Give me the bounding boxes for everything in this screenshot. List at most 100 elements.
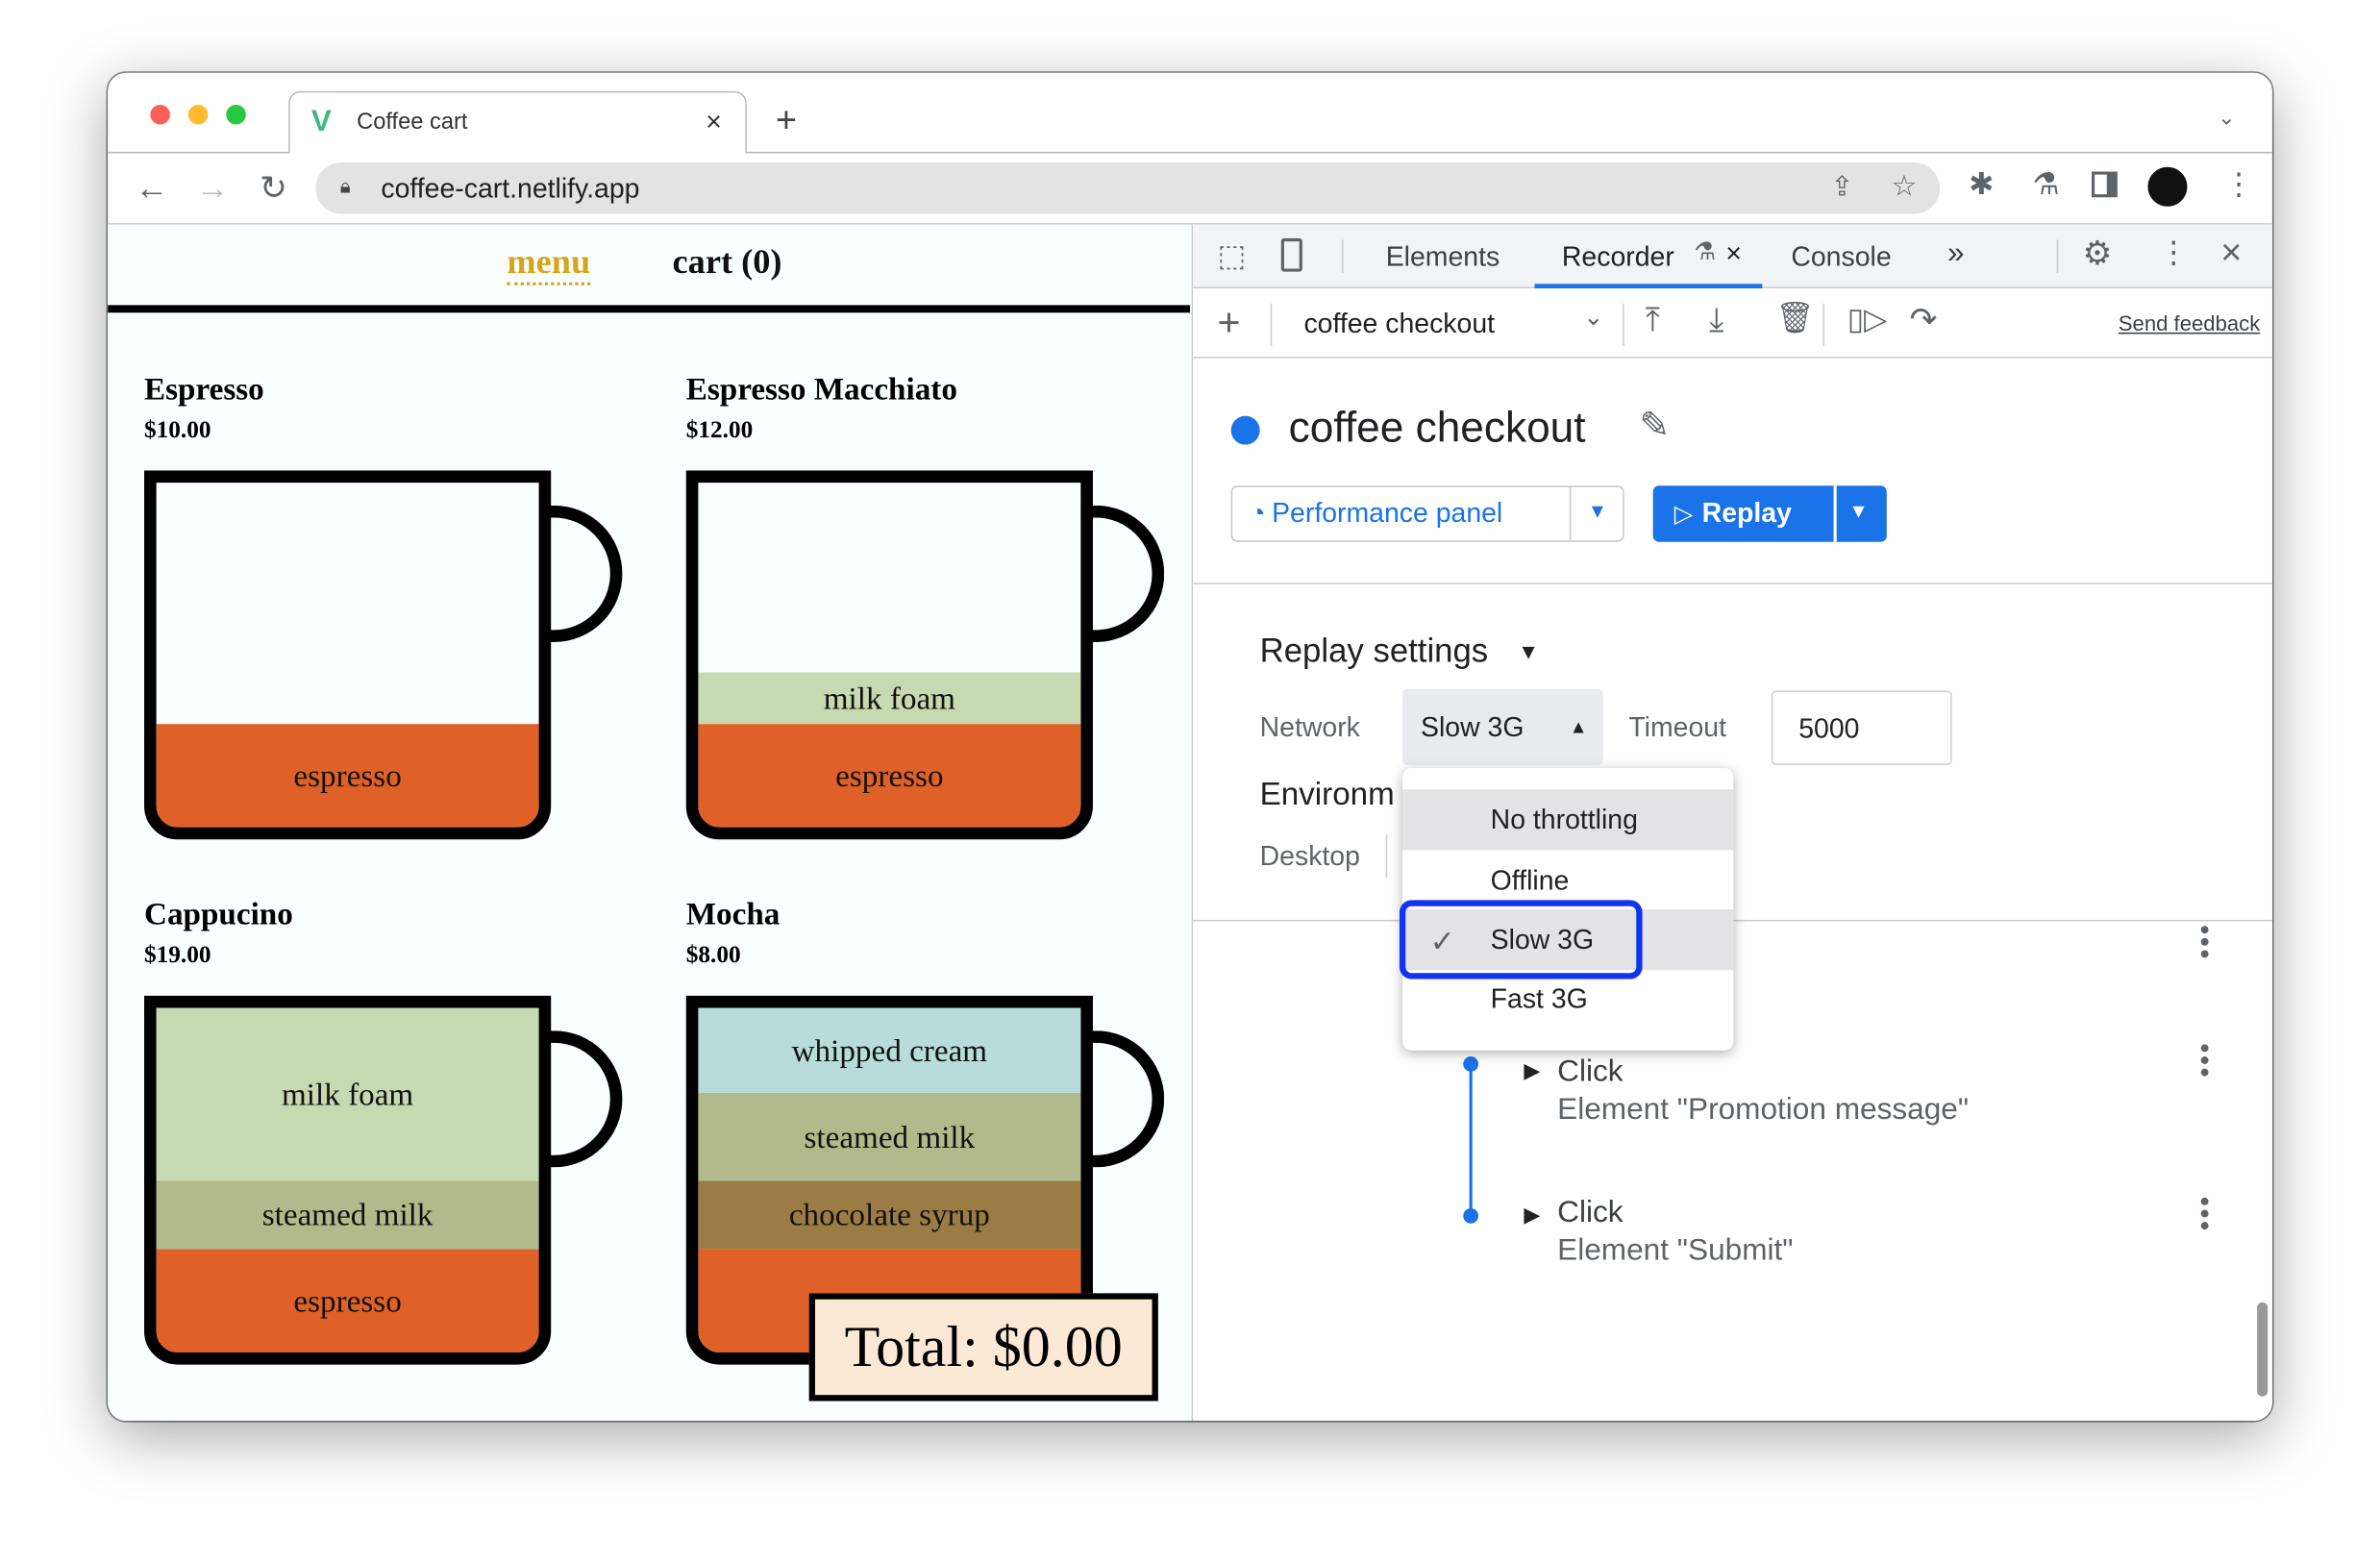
close-window-button[interactable] xyxy=(150,104,170,125)
replay-dropdown-icon[interactable]: ▼ xyxy=(1848,499,1869,523)
scrollbar-thumb[interactable] xyxy=(2257,1302,2268,1397)
option-slow-3g[interactable]: Slow 3G xyxy=(1402,908,1734,971)
step-detail: Element "Submit" xyxy=(1557,1233,1794,1268)
espresso-macchiato-cup[interactable]: milk foam espresso xyxy=(685,470,1093,840)
layer-milk-foam: milk foam xyxy=(698,672,1081,725)
settings-gear-icon[interactable]: ⚙ xyxy=(2082,234,2113,272)
replay-settings-caret-icon[interactable]: ▼ xyxy=(1518,638,1539,664)
new-tab-icon[interactable]: + xyxy=(775,100,798,141)
step-type[interactable]: Click xyxy=(1557,1054,1624,1089)
tab-title: Coffee cart xyxy=(357,109,468,136)
address-bar[interactable]: 🔒︎ coffee-cart.netlify.app ⇪ ☆ xyxy=(315,161,1941,214)
maximize-window-button[interactable] xyxy=(226,104,246,125)
reload-icon[interactable]: ↻ xyxy=(260,168,288,207)
option-no-throttling[interactable]: No throttling xyxy=(1402,789,1734,851)
performance-panel-label: Performance panel xyxy=(1272,497,1503,529)
tab-recorder[interactable]: Recorder xyxy=(1561,241,1674,272)
step-type[interactable]: Click xyxy=(1557,1196,1624,1230)
recording-select-chevron-icon[interactable]: ⌄ xyxy=(1583,305,1604,332)
new-recording-icon[interactable]: + xyxy=(1217,299,1241,345)
vue-favicon-icon: V xyxy=(310,104,332,138)
checkmark-icon: ✓ xyxy=(1429,926,1455,959)
replay-settings-heading[interactable]: Replay settings xyxy=(1259,631,1489,670)
step-menu-icon[interactable] xyxy=(2200,1044,2210,1080)
share-icon[interactable]: ⇪ xyxy=(1830,171,1854,203)
total-button[interactable]: Total: $0.00 xyxy=(808,1293,1158,1402)
devtools-menu-icon[interactable]: ⋮ xyxy=(2158,236,2190,271)
url-text: coffee-cart.netlify.app xyxy=(381,173,640,204)
performance-gauge-icon: ◔ xyxy=(1249,497,1266,529)
close-devtools-icon[interactable]: × xyxy=(2220,232,2243,274)
replay-slow-icon[interactable]: ↷ xyxy=(1909,300,1938,339)
delete-icon[interactable]: 🗑︎ xyxy=(1775,302,1815,335)
tab-list-chevron-icon[interactable]: ⌄ xyxy=(2218,104,2236,130)
product-title: Espresso Macchiato xyxy=(685,370,957,408)
cup-handle xyxy=(1091,505,1165,642)
product-price: $12.00 xyxy=(685,417,754,444)
browser-menu-icon[interactable]: ⋮ xyxy=(2223,168,2254,203)
replay-button[interactable]: ▷ Replay ▼ xyxy=(1652,485,1887,542)
timeout-value: 5000 xyxy=(1798,713,1860,744)
layer-chocolate-syrup: chocolate syrup xyxy=(698,1180,1081,1250)
expand-step-icon[interactable]: ▶ xyxy=(1524,1057,1541,1082)
performance-panel-button[interactable]: ◔ Performance panel ▼ xyxy=(1230,485,1624,542)
edit-title-pencil-icon[interactable]: ✎ xyxy=(1639,405,1671,447)
option-fast-3g[interactable]: Fast 3G xyxy=(1490,982,1588,1014)
cappucino-cup[interactable]: milk foam steamed milk espresso xyxy=(144,995,552,1365)
network-dropdown-menu: No throttling Offline Slow 3G ✓ Fast 3G xyxy=(1399,768,1734,1051)
nav-cart-link[interactable]: cart (0) xyxy=(672,242,782,282)
device-toolbar-icon[interactable] xyxy=(1280,237,1302,272)
step-replay-icon[interactable]: ▯▷ xyxy=(1847,303,1888,337)
extensions-icon[interactable]: ✱ xyxy=(1969,168,1995,203)
layer-milk-foam: milk foam xyxy=(156,1007,539,1181)
send-feedback-link[interactable]: Send feedback xyxy=(2118,310,2261,335)
layer-espresso: espresso xyxy=(156,724,539,828)
close-recorder-tab-icon[interactable]: × xyxy=(1725,237,1743,269)
tab-console[interactable]: Console xyxy=(1791,241,1892,272)
product-title: Mocha xyxy=(685,895,781,932)
cup-handle xyxy=(1091,1030,1165,1168)
product-title: Cappucino xyxy=(144,895,293,932)
expand-step-icon[interactable]: ▶ xyxy=(1524,1202,1541,1227)
performance-dropdown-icon[interactable]: ▼ xyxy=(1587,499,1608,523)
step-menu-icon[interactable] xyxy=(2200,926,2210,962)
layer-steamed-milk: steamed milk xyxy=(156,1180,539,1250)
cup-handle xyxy=(549,1030,623,1168)
timeline-dot xyxy=(1463,1056,1479,1072)
devtools-panel: ⬚ Elements Recorder ⚗ × Console » ⚙ ⋮ × … xyxy=(1191,224,2272,1422)
sidebar-icon[interactable] xyxy=(2091,171,2118,198)
product-price: $10.00 xyxy=(144,417,211,444)
experimental-flask-icon: ⚗ xyxy=(1694,239,1716,266)
browser-tab[interactable]: V Coffee cart × xyxy=(288,90,747,154)
step-menu-icon[interactable] xyxy=(2200,1197,2210,1234)
import-icon[interactable]: ⤓ xyxy=(1709,300,1724,339)
select-caret-up-icon: ▲ xyxy=(1569,716,1588,738)
play-icon: ▷ xyxy=(1673,501,1694,528)
profile-icon[interactable] xyxy=(2147,166,2188,207)
layer-steamed-milk: steamed milk xyxy=(698,1092,1081,1181)
network-select[interactable]: Slow 3G ▲ xyxy=(1402,688,1603,765)
close-tab-icon[interactable]: × xyxy=(706,106,722,137)
coffee-cart-page: menu cart (0) Espresso $10.00 espresso E… xyxy=(108,224,1191,1422)
layer-espresso: espresso xyxy=(156,1249,539,1352)
recording-title: coffee checkout xyxy=(1288,404,1586,451)
star-icon[interactable]: ☆ xyxy=(1891,171,1918,204)
espresso-cup[interactable]: espresso xyxy=(144,470,552,840)
back-icon[interactable]: ← xyxy=(135,168,169,207)
product-title: Espresso xyxy=(144,370,264,408)
timeout-input[interactable]: 5000 xyxy=(1771,690,1952,765)
option-offline[interactable]: Offline xyxy=(1490,864,1570,895)
minimize-window-button[interactable] xyxy=(187,104,209,125)
replay-label: Replay xyxy=(1701,497,1792,529)
more-tabs-icon[interactable]: » xyxy=(1946,236,1965,271)
inspect-element-icon[interactable]: ⬚ xyxy=(1217,239,1247,274)
recording-select[interactable]: coffee checkout xyxy=(1303,308,1496,339)
cup-handle xyxy=(549,505,623,642)
export-icon[interactable]: ⤒ xyxy=(1645,300,1661,339)
nav-menu-link[interactable]: menu xyxy=(507,243,591,285)
environment-heading: Environm xyxy=(1259,777,1395,812)
forward-icon[interactable]: → xyxy=(195,168,230,207)
recording-status-dot xyxy=(1230,415,1260,445)
tab-elements[interactable]: Elements xyxy=(1385,241,1500,272)
flask-icon[interactable]: ⚗ xyxy=(2032,168,2060,203)
